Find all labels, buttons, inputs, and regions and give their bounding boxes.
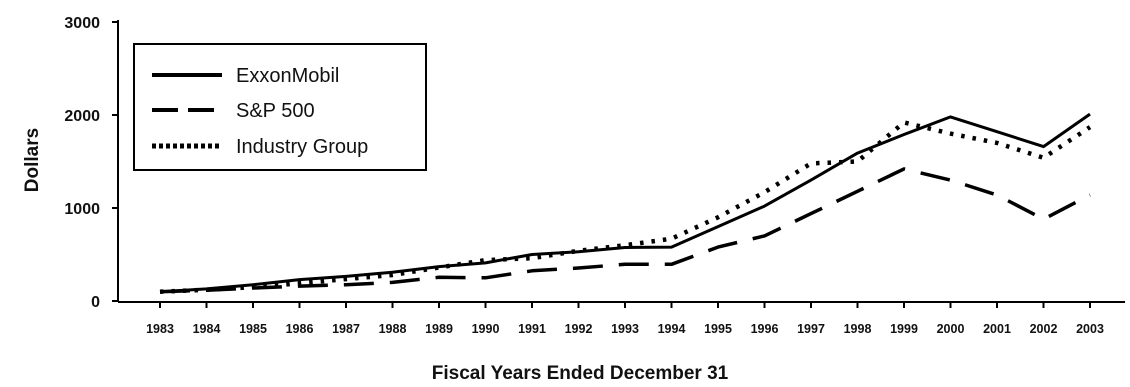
legend-label-industry-group: Industry Group bbox=[236, 136, 368, 158]
series-lines bbox=[159, 112, 1092, 294]
x-tick-label: 1989 bbox=[425, 322, 453, 336]
x-tick-label: 2002 bbox=[1030, 322, 1058, 336]
legend-box bbox=[133, 43, 427, 171]
x-tick-label: 2003 bbox=[1076, 322, 1104, 336]
x-axis-title: Fiscal Years Ended December 31 bbox=[432, 363, 729, 384]
x-tick-label: 1986 bbox=[286, 322, 314, 336]
y-axis-title: Dollars bbox=[22, 128, 43, 192]
x-tick-label: 1995 bbox=[704, 322, 732, 336]
x-tick-label: 1990 bbox=[472, 322, 500, 336]
x-tick-label: 2001 bbox=[983, 322, 1011, 336]
x-tick-label: 1985 bbox=[239, 322, 267, 336]
x-tick-label: 1987 bbox=[332, 322, 360, 336]
y-tick-label-1000: 1000 bbox=[64, 201, 100, 218]
series-line-exxonmobil bbox=[159, 112, 1091, 294]
y-tick-label-0: 0 bbox=[91, 294, 100, 311]
x-tick-label: 1994 bbox=[658, 322, 686, 336]
x-tick-label: 1991 bbox=[518, 322, 546, 336]
x-tick-label: 1997 bbox=[797, 322, 825, 336]
x-tick-label: 1992 bbox=[565, 322, 593, 336]
legend-label-exxonmobil: ExxonMobil bbox=[236, 65, 339, 87]
series-line-s-p-500 bbox=[159, 167, 1091, 294]
x-tick-label: 1998 bbox=[844, 322, 872, 336]
x-tick-label: 1988 bbox=[379, 322, 407, 336]
x-tick-label: 1999 bbox=[890, 322, 918, 336]
x-tick-label: 1983 bbox=[146, 322, 174, 336]
x-tick-label: 1993 bbox=[611, 322, 639, 336]
y-tick-label-2000: 2000 bbox=[64, 108, 100, 125]
x-tick-label: 1996 bbox=[751, 322, 779, 336]
y-tick-label-3000: 3000 bbox=[64, 15, 100, 32]
x-tick-label: 2000 bbox=[937, 322, 965, 336]
x-ticks: 1983 1984 1985 1986 1987 1988 1989 1990 1991 1992… bbox=[146, 302, 1104, 336]
legend-label-sp500: S&P 500 bbox=[236, 100, 315, 122]
x-tick-label: 1984 bbox=[193, 322, 221, 336]
